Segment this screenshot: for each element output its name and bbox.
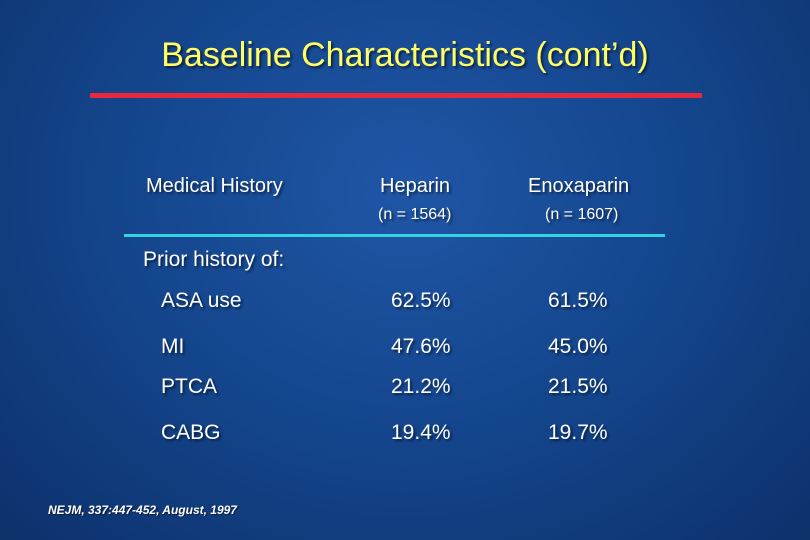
section-label: Prior history of: (143, 248, 285, 271)
column-header-enoxaparin: Enoxaparin (528, 175, 630, 197)
row-label: ASA use (161, 289, 242, 312)
source-citation: NEJM, 337:447-452, August, 1997 (48, 503, 237, 517)
enoxaparin-value: 21.5% (548, 375, 608, 398)
enoxaparin-value: 19.7% (548, 421, 608, 444)
enoxaparin-value: 61.5% (548, 289, 608, 312)
heparin-value: 21.2% (391, 375, 451, 398)
heparin-value: 47.6% (391, 335, 451, 358)
slide-title: Baseline Characteristics (cont’d) (161, 36, 649, 74)
row-label: PTCA (161, 375, 218, 398)
column-header-medical-history: Medical History (146, 175, 283, 197)
row-label: MI (161, 335, 185, 358)
column-header-heparin: Heparin (380, 175, 451, 197)
title-divider (90, 93, 702, 98)
heparin-value: 62.5% (391, 289, 451, 312)
header-divider (124, 234, 665, 237)
row-label: CABG (161, 421, 221, 444)
enoxaparin-n-count: (n = 1607) (545, 206, 619, 223)
enoxaparin-value: 45.0% (548, 335, 608, 358)
heparin-value: 19.4% (391, 421, 451, 444)
heparin-n-count: (n = 1564) (378, 206, 452, 223)
